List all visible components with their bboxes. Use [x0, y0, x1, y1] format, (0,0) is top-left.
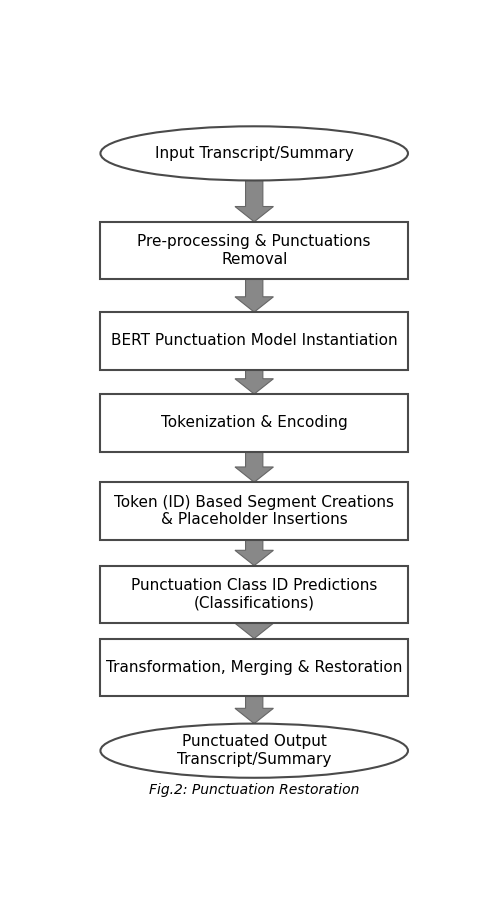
Text: Input Transcript/Summary: Input Transcript/Summary	[155, 146, 354, 161]
Text: Transformation, Merging & Restoration: Transformation, Merging & Restoration	[106, 660, 402, 675]
FancyBboxPatch shape	[100, 394, 408, 452]
FancyBboxPatch shape	[100, 222, 408, 280]
Ellipse shape	[100, 723, 408, 778]
FancyBboxPatch shape	[100, 483, 408, 540]
FancyBboxPatch shape	[100, 312, 408, 370]
Polygon shape	[235, 370, 273, 394]
Text: Fig.2: Punctuation Restoration: Fig.2: Punctuation Restoration	[149, 783, 360, 797]
FancyBboxPatch shape	[100, 639, 408, 696]
FancyBboxPatch shape	[100, 566, 408, 623]
Text: Token (ID) Based Segment Creations
& Placeholder Insertions: Token (ID) Based Segment Creations & Pla…	[114, 495, 394, 528]
Text: BERT Punctuation Model Instantiation: BERT Punctuation Model Instantiation	[111, 334, 397, 348]
Text: Punctuated Output
Transcript/Summary: Punctuated Output Transcript/Summary	[177, 734, 331, 767]
Polygon shape	[235, 452, 273, 483]
Polygon shape	[235, 623, 273, 639]
Polygon shape	[235, 540, 273, 566]
Text: Tokenization & Encoding: Tokenization & Encoding	[161, 415, 348, 430]
Text: Pre-processing & Punctuations
Removal: Pre-processing & Punctuations Removal	[137, 235, 371, 267]
Polygon shape	[235, 696, 273, 723]
Ellipse shape	[100, 126, 408, 180]
Text: Punctuation Class ID Predictions
(Classifications): Punctuation Class ID Predictions (Classi…	[131, 578, 377, 611]
Polygon shape	[235, 180, 273, 222]
Polygon shape	[235, 280, 273, 312]
